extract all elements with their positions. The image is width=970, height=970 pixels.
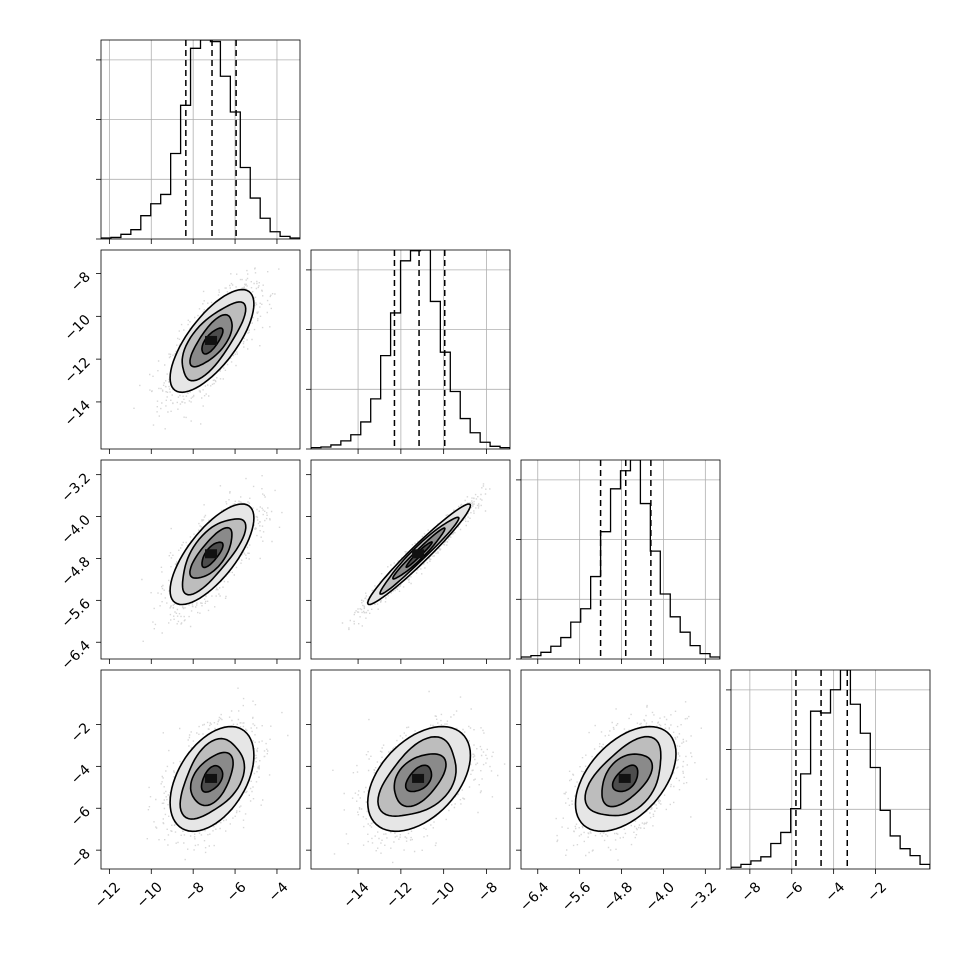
contour-line [392,527,446,580]
panel-frame [310,459,511,660]
x-tick-label: −8 [739,879,765,905]
panel-2-2 [516,459,721,664]
x-tick-label: −6.4 [517,879,552,914]
contour-line [404,764,433,793]
contour-outer [574,725,677,833]
density-peak [205,549,218,559]
panel-2-1 [306,459,511,664]
y-tick-label: −6 [68,804,94,830]
y-tick-label: −8 [68,269,94,295]
contour-line [189,313,233,368]
panel-3-0 [96,669,301,874]
x-tick-label: −8 [475,879,501,905]
contour-outer [169,725,255,833]
contour-outer [169,288,255,394]
panel-frame [520,459,721,660]
x-tick-label: −10 [426,879,458,911]
x-tick-label: −4 [822,879,848,905]
x-tick-label: −12 [92,879,124,911]
x-tick-label: −12 [383,879,415,911]
panels-layer [96,39,931,874]
panel-frame [100,669,301,870]
histogram-2 [521,460,720,659]
contour-line [201,327,224,355]
panel-0-0 [96,39,301,244]
contour-line [181,518,247,596]
x-tick-label: −4.8 [601,879,636,914]
panel-frame [100,249,301,450]
panel-frame [520,669,721,870]
density-peak [412,549,425,559]
panel-3-1 [306,669,511,874]
y-tick-label: −6.4 [58,638,93,673]
panel-2-0 [96,459,301,664]
panel-1-1 [306,249,511,454]
histogram-0 [101,40,300,239]
contour-outer [366,503,472,606]
contour-line [179,737,246,820]
contour-line [601,753,654,808]
x-tick-label: −5.6 [559,879,594,914]
panel-frame [310,249,511,450]
y-tick-label: −3.2 [58,470,93,505]
x-tick-label: −4 [266,879,292,905]
density-peak [205,335,218,345]
x-tick-label: −4.0 [643,879,678,914]
density-peak [205,773,218,783]
panel-3-2 [516,669,721,874]
contour-line [189,751,234,807]
contour-line [200,764,224,793]
histogram-1 [311,250,510,449]
panel-1-0 [96,249,301,454]
x-tick-label: −6 [780,879,806,905]
contour-line [377,735,457,818]
y-tick-label: −5.6 [58,596,93,631]
contour-line [405,541,433,569]
density-peak [618,773,631,783]
contour-line [611,764,639,793]
panel-frame [310,669,511,870]
y-tick-label: −4 [68,762,94,788]
y-tick-label: −10 [62,312,94,344]
density-peak [412,773,425,783]
contour-line [379,516,460,595]
x-tick-label: −10 [134,879,166,911]
panel-3-3 [726,669,931,874]
y-tick-label: −12 [62,355,94,387]
y-tick-label: −8 [68,846,94,872]
contour-outer [366,725,472,833]
x-tick-label: −6 [224,879,250,905]
contour-line [181,301,247,382]
y-tick-label: −2 [68,720,94,746]
histogram-3 [731,670,930,869]
x-tick-label: −14 [340,879,372,911]
contour-line [393,753,447,808]
panel-frame [730,669,931,870]
y-tick-label: −4.0 [58,512,93,547]
x-tick-label: −8 [182,879,208,905]
contour-line [189,526,233,579]
panel-frame [100,39,301,240]
contour-line [584,735,662,817]
x-tick-label: −2 [864,879,890,905]
y-tick-label: −14 [62,397,94,429]
y-tick-label: −4.8 [58,554,93,589]
contour-outer [169,503,255,606]
panel-frame [100,459,301,660]
x-tick-label: −3.2 [685,879,720,914]
